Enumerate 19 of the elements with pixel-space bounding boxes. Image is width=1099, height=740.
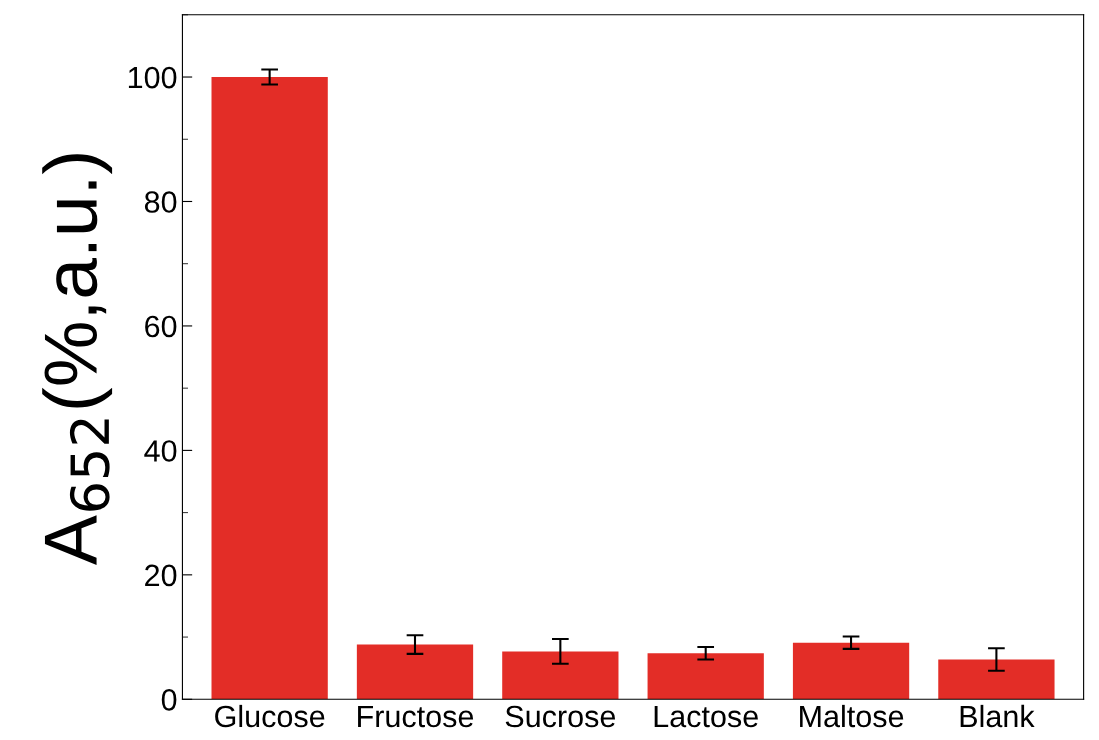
x-tick-label: Lactose	[654, 705, 758, 728]
x-tick-label: Glucose	[215, 704, 325, 728]
x-tick-label: Blank	[960, 704, 1035, 728]
bar	[647, 653, 764, 700]
bar	[211, 77, 328, 700]
y-tick-label: 100	[128, 66, 177, 89]
y-axis-title: A$_{652}$(%,a.u.)	[42, 154, 113, 566]
y-tick-label: 60	[145, 315, 177, 338]
y-tick-label: 20	[145, 564, 177, 587]
y-tick-label: 40	[144, 440, 177, 462]
bar	[938, 659, 1055, 700]
y-tick-label: 0	[161, 689, 177, 711]
y-tick-label: 80	[144, 191, 177, 213]
x-tick-label: Sucrose	[505, 705, 616, 728]
bar	[502, 651, 619, 700]
bar	[792, 642, 910, 700]
bar	[356, 644, 474, 700]
x-tick-label: Fructose	[358, 705, 474, 728]
x-tick-label: Maltose	[800, 704, 904, 728]
